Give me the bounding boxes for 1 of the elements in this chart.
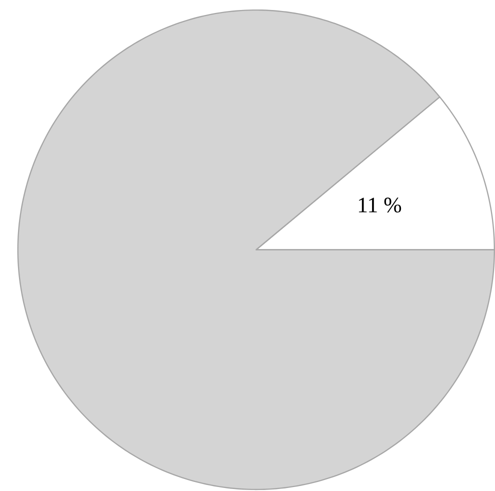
data-label: 11 %: [358, 197, 402, 212]
